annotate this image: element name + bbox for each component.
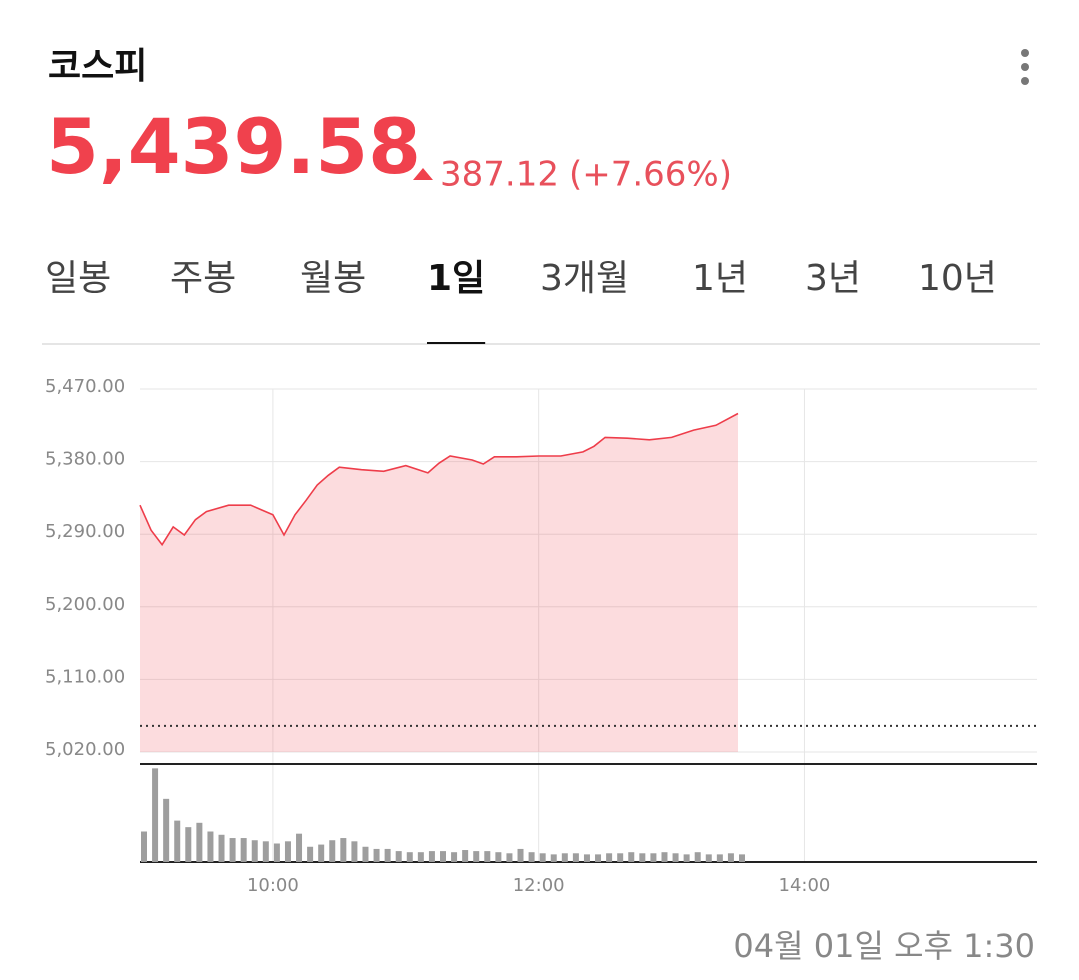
volume-bar (296, 833, 303, 862)
tab[interactable]: 1일 (427, 258, 485, 299)
volume-bar (727, 853, 734, 862)
volume-bar (406, 852, 413, 862)
volume-bar (218, 834, 225, 862)
volume-bar (572, 853, 579, 862)
change-rate: (+7.66%) (569, 155, 732, 195)
x-tick-label: 14:00 (779, 875, 831, 896)
volume-bar (273, 843, 280, 862)
tab[interactable]: 3개월 (540, 258, 629, 299)
x-tick-label: 10:00 (247, 875, 299, 896)
volume-bar (495, 852, 502, 862)
volume-bar (561, 853, 568, 862)
y-tick-label: 5,380.00 (45, 449, 125, 470)
volume-bar (694, 852, 701, 862)
volume-bar (207, 831, 214, 862)
up-arrow (413, 168, 433, 180)
volume-bar (595, 854, 602, 862)
menu-button[interactable] (1021, 49, 1029, 85)
tab[interactable]: 월봉 (300, 258, 366, 299)
price-line (139, 412, 739, 547)
volume-bar (528, 852, 535, 862)
volume-bar (628, 852, 635, 862)
volume-bar (351, 841, 358, 862)
volume-bar (196, 822, 203, 862)
volume-bar (307, 846, 314, 862)
volume-bar (318, 844, 325, 862)
volume-bar (384, 848, 391, 862)
volume-bar (550, 854, 557, 862)
price: 5,439.58 (46, 102, 421, 191)
volume-bar (484, 851, 491, 862)
volume-bar (284, 841, 291, 862)
tab[interactable]: 10년 (918, 258, 997, 299)
tab[interactable]: 주봉 (170, 258, 236, 299)
volume-bar (362, 846, 369, 862)
volume-bar (440, 851, 446, 862)
volume-bar (705, 854, 712, 862)
y-tick-label: 5,110.00 (45, 666, 125, 687)
y-tick-label: 5,020.00 (45, 739, 125, 760)
y-tick-label: 5,290.00 (45, 521, 125, 542)
tab[interactable]: 3년 (805, 258, 861, 299)
volume-bar (506, 853, 513, 862)
volume-bar (395, 851, 402, 862)
volume-bar (174, 820, 181, 862)
volume-bar (661, 852, 668, 862)
volume-bar (539, 853, 546, 862)
volume-bar (739, 854, 745, 862)
volume-bar (451, 852, 458, 862)
volume-bar (473, 851, 480, 862)
volume-bar (716, 854, 723, 862)
volume-bar (650, 853, 657, 862)
tab[interactable]: 일봉 (45, 258, 111, 299)
volume-bar (240, 838, 247, 862)
volume-bar (462, 850, 469, 862)
volume-bar (683, 854, 690, 862)
volume-bar (163, 798, 170, 862)
change: 387.12 (440, 155, 559, 195)
y-tick-label: 5,470.00 (45, 376, 125, 397)
timestamp: 04월 01일 오후 1:30 (733, 927, 1035, 965)
volume-bar (262, 841, 269, 862)
volume-bar (606, 853, 613, 862)
volume-bar (373, 848, 380, 862)
volume-bar (141, 831, 147, 862)
volume-bar (428, 851, 435, 862)
x-tick-label: 12:00 (513, 875, 565, 896)
y-tick-label: 5,200.00 (45, 594, 125, 615)
volume-bar (185, 827, 192, 862)
volume-bar (417, 852, 424, 862)
volume-bar (152, 768, 159, 862)
volume-bar (229, 838, 236, 862)
volume-bar (672, 853, 679, 862)
volume-bar (517, 848, 524, 862)
volume-bar (251, 840, 258, 862)
index-title: 코스피 (48, 46, 147, 87)
volume-bar (340, 838, 347, 862)
volume-bar (329, 840, 336, 862)
volume-bar (583, 854, 590, 862)
volume-bar (639, 853, 646, 862)
area-fill (140, 413, 738, 752)
volume-bar (617, 853, 624, 862)
tab[interactable]: 1년 (692, 258, 748, 299)
